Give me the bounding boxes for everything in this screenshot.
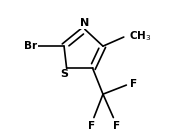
Text: N: N [80,18,89,28]
Text: F: F [88,121,96,131]
Text: Br: Br [24,41,37,51]
Text: F: F [113,121,120,131]
Text: S: S [60,69,68,79]
Text: CH$_3$: CH$_3$ [129,29,151,43]
Text: F: F [130,79,137,89]
